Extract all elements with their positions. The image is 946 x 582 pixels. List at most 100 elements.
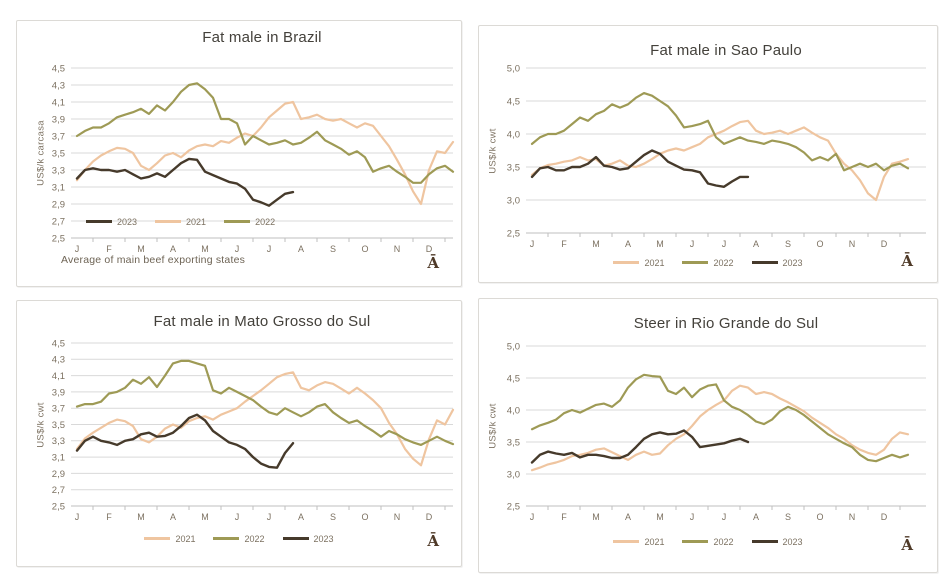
- legend-item-2023: 2023: [751, 537, 803, 547]
- chart-footnote: Average of main beef exporting states: [61, 254, 246, 266]
- svg-text:M: M: [592, 512, 600, 522]
- legend-line-swatch: [751, 540, 778, 543]
- svg-text:3,3: 3,3: [52, 165, 65, 176]
- svg-text:2,5: 2,5: [52, 501, 65, 512]
- svg-text:O: O: [816, 239, 823, 249]
- legend-item-2022: 2022: [213, 534, 265, 544]
- chart-panel-sao-paulo: Fat male in Sao Paulo US$/k cwt 5,0 4,5 4,…: [478, 25, 938, 283]
- svg-text:3,3: 3,3: [52, 436, 65, 447]
- svg-text:M: M: [137, 512, 145, 522]
- legend-item-2021: 2021: [155, 217, 206, 227]
- svg-text:J: J: [267, 512, 272, 522]
- svg-text:3,1: 3,1: [52, 453, 65, 464]
- svg-text:A: A: [170, 512, 176, 522]
- legend-label: 2022: [255, 217, 276, 227]
- legend-label: 2023: [782, 537, 803, 547]
- svg-text:4,1: 4,1: [52, 371, 65, 382]
- a-macron-watermark: Ā: [427, 532, 439, 550]
- legend-item-2022: 2022: [224, 217, 275, 227]
- svg-text:J: J: [75, 244, 80, 254]
- svg-text:S: S: [785, 512, 791, 522]
- svg-text:J: J: [690, 239, 695, 249]
- legend-label: 2021: [644, 258, 665, 268]
- svg-text:F: F: [106, 512, 112, 522]
- legend-label: 2021: [644, 537, 665, 547]
- svg-text:A: A: [170, 244, 176, 254]
- legend-line-swatch: [613, 261, 640, 264]
- a-macron-watermark: Ā: [427, 254, 439, 272]
- svg-text:3,5: 3,5: [52, 148, 65, 159]
- svg-text:N: N: [394, 244, 401, 254]
- legend-line-swatch: [751, 261, 778, 264]
- svg-text:3,1: 3,1: [52, 182, 65, 193]
- svg-text:4,3: 4,3: [52, 355, 65, 366]
- svg-text:4,5: 4,5: [52, 63, 65, 74]
- svg-text:A: A: [753, 239, 759, 249]
- svg-text:M: M: [201, 244, 209, 254]
- legend-line-swatch: [682, 261, 709, 264]
- svg-text:3,0: 3,0: [507, 469, 520, 480]
- chart-legend: 2021 2022 2023: [479, 258, 937, 268]
- svg-text:2,7: 2,7: [52, 485, 65, 496]
- legend-line-swatch: [144, 537, 171, 540]
- svg-text:M: M: [201, 512, 209, 522]
- svg-text:S: S: [330, 512, 336, 522]
- svg-text:J: J: [530, 512, 535, 522]
- chart-panel-rio-grande-do-sul: Steer in Rio Grande do Sul US$/k cwt 5,0…: [478, 298, 938, 573]
- legend-line-swatch: [213, 537, 240, 540]
- a-macron-watermark: Ā: [901, 252, 913, 270]
- svg-text:J: J: [722, 512, 727, 522]
- legend-line-swatch: [86, 220, 112, 223]
- svg-text:3,5: 3,5: [507, 162, 520, 173]
- legend-line-swatch: [155, 220, 182, 223]
- svg-text:A: A: [625, 239, 631, 249]
- legend-item-2023: 2023: [86, 217, 137, 227]
- chart-title: Fat male in Brazil: [202, 29, 322, 46]
- legend-line-swatch: [224, 220, 251, 223]
- legend-label: 2022: [244, 534, 265, 544]
- chart-title: Fat male in Sao Paulo: [650, 42, 802, 59]
- svg-text:D: D: [881, 239, 888, 249]
- legend-label: 2022: [713, 537, 734, 547]
- a-macron-watermark: Ā: [901, 536, 913, 554]
- legend-item-2021: 2021: [144, 534, 195, 544]
- svg-text:4,1: 4,1: [52, 97, 65, 108]
- svg-text:O: O: [361, 512, 368, 522]
- svg-text:N: N: [849, 239, 856, 249]
- svg-text:J: J: [690, 512, 695, 522]
- svg-text:J: J: [235, 512, 240, 522]
- svg-text:3,7: 3,7: [52, 404, 65, 415]
- legend-label: 2021: [175, 534, 196, 544]
- chart-canvas: 5,0 4,5 4,0 3,5 3,0 2,5 J F M A M J J A S O N D: [507, 341, 926, 522]
- chart-panel-brazil: Fat male in Brazil US$/k carcasa 4,5 4,3 4…: [16, 20, 462, 287]
- legend-label: 2023: [313, 534, 334, 544]
- svg-text:3,5: 3,5: [507, 437, 520, 448]
- chart-canvas: 4,5 4,3 4,1 3,9 3,7 3,5 3,3 3,1 2,9 2,7 2,5 J F M A M J J…: [52, 63, 455, 254]
- legend-label: 2021: [186, 217, 207, 227]
- svg-text:F: F: [106, 244, 112, 254]
- svg-text:3,9: 3,9: [52, 387, 65, 398]
- legend-item-2021: 2021: [613, 258, 664, 268]
- svg-text:M: M: [656, 512, 664, 522]
- svg-text:A: A: [298, 244, 304, 254]
- svg-text:A: A: [298, 512, 304, 522]
- chart-canvas: 5,0 4,5 4,0 3,5 3,0 2,5 J F M A M J J A S O N D: [507, 63, 926, 249]
- legend-item-2021: 2021: [613, 537, 664, 547]
- svg-text:3,0: 3,0: [507, 195, 520, 206]
- svg-text:M: M: [137, 244, 145, 254]
- svg-text:5,0: 5,0: [507, 63, 520, 74]
- svg-text:N: N: [394, 512, 401, 522]
- legend-item-2023: 2023: [282, 534, 334, 544]
- legend-label: 2022: [713, 258, 734, 268]
- svg-text:2,9: 2,9: [52, 469, 65, 480]
- svg-text:2,7: 2,7: [52, 216, 65, 227]
- svg-text:4,5: 4,5: [507, 96, 520, 107]
- legend-item-2022: 2022: [682, 258, 734, 268]
- chart-title: Fat male in Mato Grosso do Sul: [153, 313, 371, 330]
- svg-text:M: M: [592, 239, 600, 249]
- svg-text:2,5: 2,5: [507, 501, 520, 512]
- svg-text:4,5: 4,5: [52, 338, 65, 349]
- svg-text:A: A: [625, 512, 631, 522]
- chart-legend: 2021 2022 2023: [479, 537, 937, 547]
